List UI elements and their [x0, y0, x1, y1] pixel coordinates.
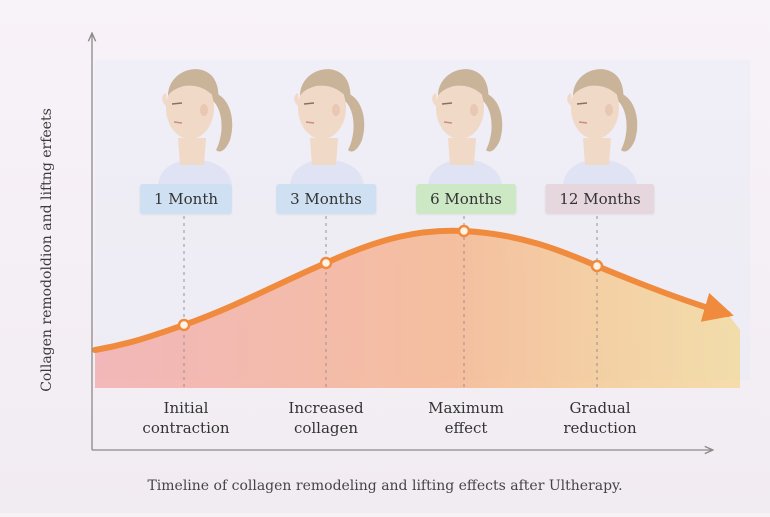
stage-label-initial: Initial contraction [121, 398, 251, 438]
stage-label-maximum: Maximum effect [401, 398, 531, 438]
stage-label-line2: collagen [293, 419, 359, 437]
face-portraits [158, 69, 638, 185]
milestone-guides [183, 216, 598, 388]
effect-area [95, 230, 740, 388]
milestone-chip-12-months: 12 Months [545, 184, 655, 214]
milestone-chip-3-months: 3 Months [276, 184, 376, 214]
stage-label-gradual: Gradual reduction [535, 398, 665, 438]
y-axis-label: Collagen remodoldion and liftng erfeets [39, 108, 55, 392]
stage-label-line2: effect [444, 419, 488, 437]
face-portrait [290, 69, 365, 185]
face-portrait [563, 69, 638, 185]
stage-label-line2: reduction [563, 419, 637, 437]
face-portrait [428, 69, 503, 185]
milestone-point [590, 259, 604, 273]
milestone-chip-6-months: 6 Months [416, 184, 516, 214]
milestone-point [457, 224, 471, 238]
stage-label-line1: Maximum [428, 399, 504, 417]
stage-label-line1: Initial [163, 399, 209, 417]
milestone-point [319, 256, 333, 270]
milestone-points [177, 224, 604, 332]
figure-caption: Timeline of collagen remodeling and lift… [147, 478, 623, 494]
milestone-point [177, 318, 191, 332]
face-portrait [158, 69, 233, 185]
stage-label-line1: Increased [288, 399, 364, 417]
stage-label-line2: contraction [142, 419, 230, 437]
milestone-chip-1-month: 1 Month [139, 184, 233, 214]
stage-label-increased: Increased collagen [261, 398, 391, 438]
stage-label-line1: Gradual [569, 399, 631, 417]
